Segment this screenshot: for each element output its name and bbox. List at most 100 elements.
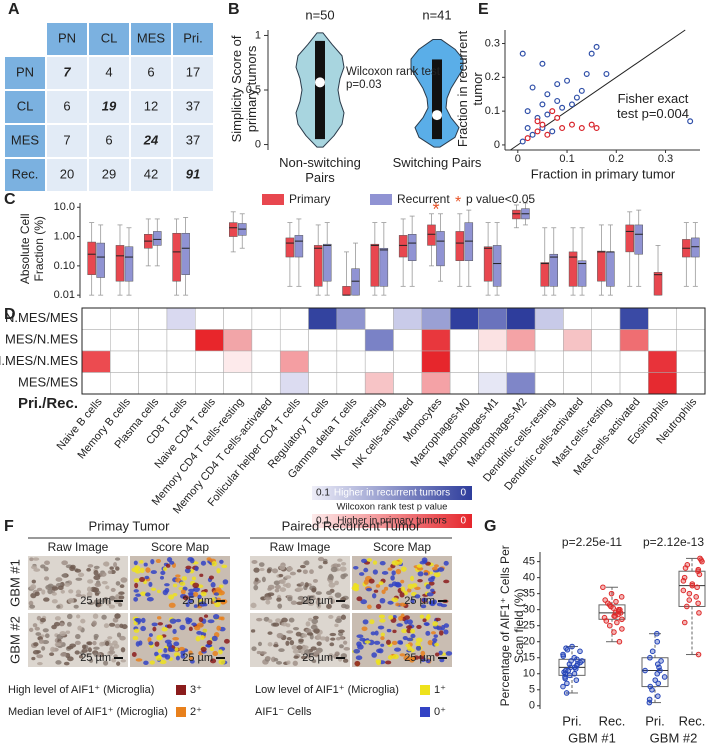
cell-dot: [149, 660, 155, 665]
cell-dot: [341, 561, 347, 566]
cell-dot: [309, 569, 314, 575]
cell-dot: [307, 617, 313, 622]
cell-dot: [151, 622, 158, 627]
subcolumn-title: Score Map: [373, 540, 431, 554]
cell-dot: [387, 600, 394, 605]
scatter-point: [534, 118, 541, 125]
cell-dot: [51, 586, 59, 591]
data-point: [602, 597, 608, 603]
cell-dot: [301, 633, 308, 638]
box: [285, 237, 295, 258]
cell-dot: [179, 624, 186, 631]
table-cell: [129, 89, 173, 125]
cell-dot: [388, 615, 394, 620]
cell-dot: [43, 597, 50, 602]
box: [87, 241, 96, 275]
cell-dot: [69, 566, 75, 572]
cell-dot: [64, 582, 71, 587]
heat-cell: [676, 350, 706, 373]
cell-dot: [366, 604, 372, 610]
cell-dot: [198, 616, 204, 623]
cell-dot: [276, 597, 282, 602]
cell-dot: [395, 568, 402, 575]
row-label: MES/MES: [18, 375, 78, 390]
scale-label: 25 µm: [404, 595, 435, 607]
cell-dot: [45, 584, 52, 590]
heat-cell: [279, 372, 309, 395]
cell-dot: [196, 622, 204, 628]
cell-dot: [403, 655, 411, 661]
y-tick-label: 20: [523, 636, 535, 648]
cell-dot: [44, 576, 50, 581]
cell-dot: [191, 622, 197, 626]
table-value: 7: [63, 64, 71, 79]
cell-dot: [111, 658, 117, 663]
cell-dot: [103, 623, 110, 629]
cell-dot: [417, 571, 424, 577]
scatter-point: [519, 138, 526, 145]
cell-dot: [251, 646, 257, 652]
heat-cell: [591, 350, 621, 373]
cell-dot: [215, 587, 222, 592]
cell-dot: [364, 640, 371, 644]
data-point: [608, 590, 615, 597]
cell-dot: [395, 602, 400, 607]
cell-dot: [135, 658, 143, 662]
cell-dot: [75, 577, 83, 581]
cell-dot: [362, 619, 369, 625]
y-tick-label: 1.00: [54, 230, 75, 242]
scatter-point: [529, 84, 536, 91]
cell-dot: [105, 600, 112, 606]
scatter-point: [539, 121, 546, 128]
cell-dot: [279, 587, 287, 592]
x-tick-label: 0.2: [609, 153, 624, 165]
scale-label: 25 µm: [80, 652, 111, 664]
data-point: [654, 638, 661, 645]
cell-dot: [319, 636, 327, 641]
cell-dot: [77, 572, 85, 578]
heat-cell: [166, 307, 196, 330]
cell-dot: [387, 567, 393, 571]
row-label: N.MES/MES: [5, 310, 78, 325]
scale-bar: [336, 657, 345, 659]
box: [229, 222, 238, 237]
legend-label: AIF1⁻ Cells: [255, 706, 312, 718]
cell-dot: [78, 655, 84, 659]
cell-dot: [340, 603, 347, 609]
table-header: PN: [16, 64, 34, 79]
cell-dot: [114, 557, 121, 561]
box: [678, 570, 706, 607]
cell-dot: [185, 619, 191, 625]
cell-dot: [133, 628, 140, 633]
cell-dot: [196, 630, 203, 635]
cell-dot: [300, 651, 305, 655]
box: [407, 234, 417, 261]
heat-cell: [648, 372, 677, 395]
cell-dot: [219, 559, 224, 564]
cell-dot: [311, 618, 319, 624]
heat-cell: [364, 350, 394, 373]
category-label: Rec.: [679, 713, 706, 728]
box: [492, 245, 502, 287]
cell-dot: [414, 594, 421, 599]
data-point: [694, 584, 700, 591]
cell-dot: [423, 572, 429, 576]
cell-dot: [299, 564, 306, 569]
cell-dot: [314, 650, 322, 654]
cell-dot: [340, 573, 346, 580]
cell-dot: [419, 614, 424, 619]
cell-dot: [265, 599, 271, 605]
cell-dot: [75, 589, 82, 595]
heat-cell: [81, 329, 111, 352]
cell-dot: [95, 602, 102, 608]
heat-cell: [648, 350, 677, 373]
cell-dot: [273, 657, 279, 662]
cell-dot: [443, 560, 449, 566]
x-tick-label: 0: [515, 153, 521, 165]
cell-dot: [114, 623, 121, 629]
cell-dot: [44, 560, 50, 566]
cell-dot: [73, 604, 79, 609]
y-tick-label: 10: [523, 668, 535, 680]
cell-dot: [256, 617, 263, 622]
scatter-point: [524, 125, 531, 132]
